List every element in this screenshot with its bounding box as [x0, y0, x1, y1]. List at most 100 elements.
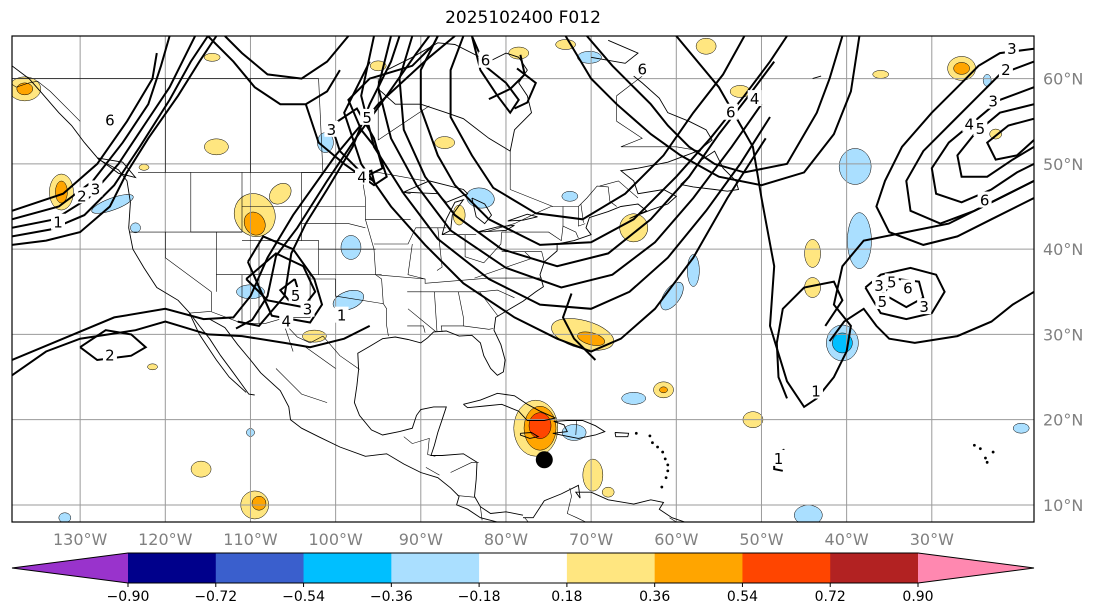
shaded-anomaly-layer — [12, 37, 1030, 522]
contour-label-bg — [884, 273, 899, 290]
lon-tick-label: 100°W — [308, 530, 363, 549]
lon-tick-label: 90°W — [399, 530, 443, 549]
contour-label: 6 — [903, 279, 913, 297]
anomaly-shading — [847, 212, 872, 269]
colorbar-tick-label: −0.36 — [370, 589, 413, 605]
border-line — [457, 495, 476, 498]
colorbar-tick-label: −0.18 — [458, 589, 501, 605]
anomaly-shading — [989, 128, 1002, 140]
coastline — [12, 65, 255, 396]
contour-label: 6 — [105, 111, 115, 129]
anomaly-shading — [561, 424, 587, 441]
anomaly-shading — [601, 486, 615, 498]
island — [663, 457, 667, 461]
contour-label: 5 — [291, 287, 301, 305]
colorbar-segment — [215, 553, 305, 583]
coastline — [507, 213, 538, 222]
contour-line — [875, 47, 1034, 246]
anomaly-shading — [243, 211, 266, 236]
contour-label-bg — [998, 61, 1013, 78]
anomaly-shading — [55, 180, 68, 204]
contour-label-bg — [962, 115, 977, 132]
border-line — [374, 227, 447, 245]
lon-tick-label: 40°W — [825, 530, 869, 549]
contour-line — [12, 36, 171, 221]
anomaly-shading — [582, 458, 604, 492]
coastline — [353, 369, 524, 516]
anomaly-shading — [190, 460, 212, 478]
contour-label: 6 — [726, 104, 736, 122]
contour-label-bg — [771, 449, 786, 466]
border-line — [616, 75, 702, 152]
contour-label: 2 — [1001, 61, 1011, 79]
contour-label: 2 — [105, 347, 115, 365]
island — [660, 485, 664, 489]
contour-line — [12, 320, 371, 377]
border-line — [501, 225, 579, 242]
colorbar-extend-high — [918, 553, 1034, 583]
contour-label-bg — [355, 168, 370, 185]
coastline — [463, 392, 557, 421]
colorbar-tick-label: 0.90 — [902, 589, 933, 605]
anomaly-shading — [302, 329, 327, 343]
contour-label-bg — [102, 346, 117, 363]
lon-tick-label: 60°W — [654, 530, 698, 549]
anomaly-shading — [332, 289, 365, 311]
lat-tick-label: 10°N — [1043, 496, 1083, 515]
contour-line — [449, 36, 746, 221]
colorbar-segment — [654, 553, 743, 583]
border-line — [599, 180, 639, 199]
contour-line — [586, 36, 844, 174]
contour-line — [930, 86, 1034, 204]
anomaly-shading — [953, 62, 970, 75]
coastline — [209, 318, 498, 522]
border-line — [464, 232, 502, 264]
colorbar-tick-label: 0.36 — [639, 589, 670, 605]
anomaly-shading — [695, 37, 717, 55]
border-line — [275, 368, 328, 403]
contour-line — [207, 36, 341, 106]
contour-label-bg — [875, 293, 890, 310]
storm-marker — [535, 451, 553, 469]
island — [651, 441, 654, 445]
anomaly-shading — [204, 138, 229, 156]
border-line — [407, 325, 426, 333]
contour-label-bg — [917, 298, 932, 315]
contour-label: 1 — [53, 214, 63, 232]
colorbar: −0.90 −0.72 −0.54 −0.36 −0.18 0.18 0.36 0.54 0.7… — [11, 552, 1035, 605]
anomaly-shading — [660, 281, 684, 311]
lat-tick-label: 60°N — [1043, 70, 1083, 89]
colorbar-segment — [303, 553, 392, 583]
contour-line — [360, 36, 771, 310]
anomaly-shading — [528, 412, 552, 439]
colorbar-tick-label: 0.54 — [727, 589, 758, 605]
anomaly-shading — [251, 495, 267, 511]
contour-label-bg — [50, 213, 65, 230]
anomaly-shading — [555, 39, 576, 50]
contour-label: 5 — [887, 273, 897, 291]
border-line — [463, 325, 494, 330]
lat-tick-label: 40°N — [1043, 240, 1083, 259]
lat-tick-label: 50°N — [1043, 155, 1083, 174]
contour-label-bg — [74, 187, 89, 204]
contour-label: 6 — [980, 192, 990, 210]
contour-label-bg — [900, 279, 915, 296]
contour-line — [79, 329, 148, 362]
lon-tick-label: 80°W — [484, 530, 528, 549]
colorbar-segment — [830, 553, 919, 583]
anomaly-shading — [838, 148, 872, 185]
colorbar-tick-label: −0.72 — [194, 589, 237, 605]
anomaly-shading — [659, 386, 668, 394]
border-line — [510, 189, 553, 207]
contour-line — [488, 54, 526, 101]
contour-label-bg — [88, 180, 103, 197]
border-line — [403, 436, 430, 455]
contour-line — [775, 280, 844, 399]
island — [984, 456, 987, 460]
island — [666, 463, 670, 467]
contour-label: 6 — [481, 52, 491, 70]
anomaly-shading — [619, 213, 648, 243]
contour-label-bg — [279, 312, 294, 329]
